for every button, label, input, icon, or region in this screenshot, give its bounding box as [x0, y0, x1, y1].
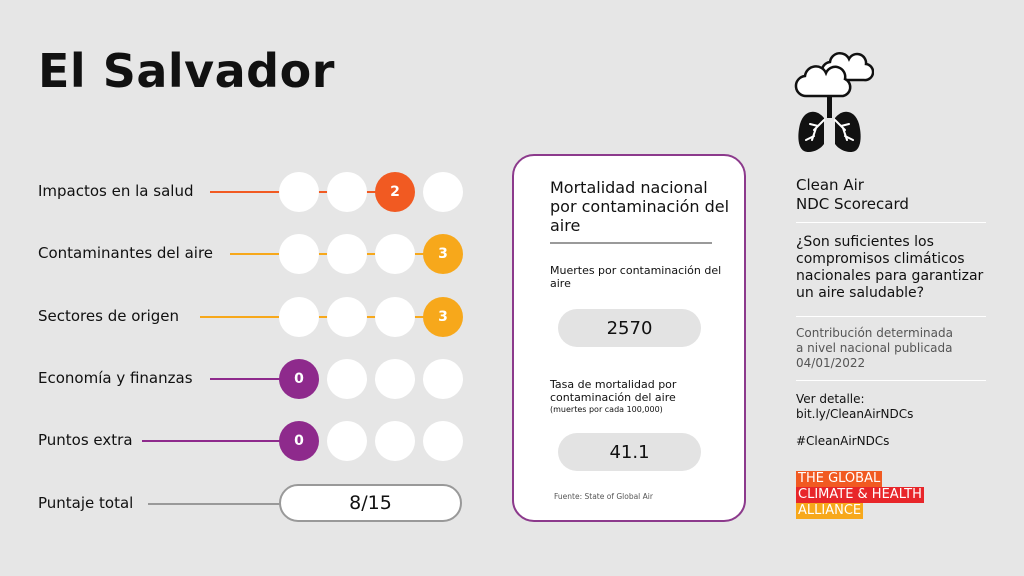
score-value-dot: 3 — [423, 297, 463, 337]
score-row: Puntos extra 0 — [38, 421, 468, 461]
score-empty-dot — [375, 234, 415, 274]
country-title: El Salvador — [38, 44, 335, 98]
deaths-label: Muertes por contaminación del aire — [550, 264, 722, 290]
score-value-dot: 3 — [423, 234, 463, 274]
score-empty-dot — [423, 359, 463, 399]
total-connector-line — [148, 503, 281, 505]
total-row: Puntaje total — [38, 484, 468, 524]
score-row-label: Impactos en la salud — [38, 182, 194, 200]
gcha-logo: THE GLOBAL CLIMATE & HEALTH ALLIANCE — [796, 471, 924, 519]
score-value-dot: 0 — [279, 421, 319, 461]
score-empty-dot — [375, 359, 415, 399]
logo-line3: ALLIANCE — [796, 503, 864, 519]
rate-label-block: Tasa de mortalidad por contaminación del… — [550, 378, 730, 415]
card-divider — [550, 242, 712, 244]
score-row-label: Contaminantes del aire — [38, 244, 214, 262]
logo-line2: CLIMATE & HEALTH — [796, 487, 924, 503]
ndc-info: Contribución determinada a nivel naciona… — [796, 326, 996, 371]
card-source: Fuente: State of Global Air — [554, 492, 653, 501]
score-connector-line — [142, 440, 299, 442]
detail-link[interactable]: bit.ly/CleanAirNDCs — [796, 407, 914, 421]
card-title: Mortalidad nacional por contaminación de… — [550, 178, 730, 235]
rate-note: (muertes por cada 100,000) — [550, 405, 663, 414]
score-empty-dot — [375, 421, 415, 461]
score-empty-dot — [327, 172, 367, 212]
score-connector-line — [210, 378, 299, 380]
score-empty-dot — [423, 421, 463, 461]
ndc-info-line1: Contribución determinada — [796, 326, 953, 340]
logo-line1: THE GLOBAL — [796, 471, 883, 487]
score-empty-dot — [279, 234, 319, 274]
mortality-card: Mortalidad nacional por contaminación de… — [512, 154, 746, 522]
rate-label: Tasa de mortalidad por contaminación del… — [550, 378, 677, 404]
score-value-dot: 2 — [375, 172, 415, 212]
divider-3 — [796, 380, 986, 381]
score-row: Impactos en la salud 2 — [38, 172, 468, 212]
score-empty-dot — [327, 421, 367, 461]
scorecard-title: Clean Air NDC Scorecard — [796, 176, 996, 214]
ndc-info-date: 04/01/2022 — [796, 356, 866, 370]
scorecard-title-line2: NDC Scorecard — [796, 195, 909, 213]
score-row-label: Economía y finanzas — [38, 369, 193, 387]
detail-label: Ver detalle: — [796, 392, 865, 406]
score-empty-dot — [279, 297, 319, 337]
score-row-label: Puntos extra — [38, 431, 133, 449]
scorecard-title-line1: Clean Air — [796, 176, 864, 194]
rate-value-pill: 41.1 — [558, 433, 701, 471]
score-empty-dot — [327, 234, 367, 274]
divider-2 — [796, 316, 986, 317]
clouds-lungs-icon — [794, 52, 874, 153]
score-row: Contaminantes del aire 3 — [38, 234, 468, 274]
score-row-label: Sectores de origen — [38, 307, 179, 325]
scorecard-question: ¿Son suficientes los compromisos climáti… — [796, 234, 984, 301]
score-connector-line — [200, 316, 443, 318]
hashtag: #CleanAirNDCs — [796, 434, 890, 448]
total-score-box: 8/15 — [279, 484, 462, 522]
ndc-info-line2: a nivel nacional publicada — [796, 341, 953, 355]
deaths-value-pill: 2570 — [558, 309, 701, 347]
score-empty-dot — [423, 172, 463, 212]
score-value-dot: 0 — [279, 359, 319, 399]
score-empty-dot — [279, 172, 319, 212]
score-empty-dot — [327, 359, 367, 399]
score-empty-dot — [327, 297, 367, 337]
score-row: Economía y finanzas 0 — [38, 359, 468, 399]
score-empty-dot — [375, 297, 415, 337]
divider-1 — [796, 222, 986, 223]
score-row: Sectores de origen 3 — [38, 297, 468, 337]
detail-block: Ver detalle: bit.ly/CleanAirNDCs — [796, 392, 996, 422]
total-label: Puntaje total — [38, 494, 134, 512]
